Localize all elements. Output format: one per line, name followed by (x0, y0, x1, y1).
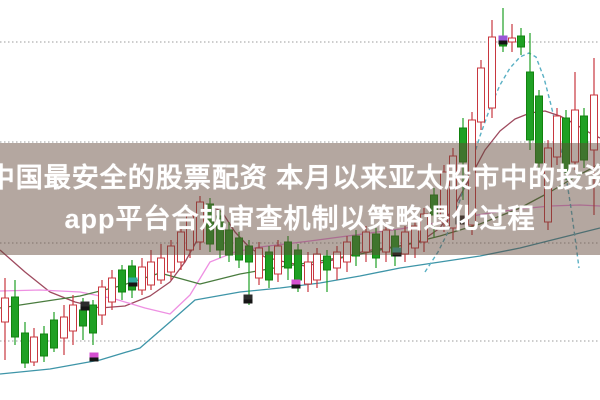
pattern-marker-cap (80, 301, 90, 307)
candle-body-up (138, 266, 146, 291)
candle-body-up (313, 253, 321, 281)
candle-body-up (440, 171, 448, 223)
candle-body-up (362, 231, 370, 253)
candle-body-up (157, 257, 165, 281)
headline-overlay: 中国最安全的股票配资 本月以来亚太股市中的投资 app平台合规审查机制以策略退化… (0, 143, 600, 255)
candle-body-up (60, 316, 68, 339)
candle-body-down (206, 203, 214, 245)
candle-body-up (477, 67, 485, 123)
candle-body-down (245, 245, 253, 263)
candle-body-up (343, 241, 351, 263)
candle-body-down (526, 71, 534, 141)
candle-body-down (79, 309, 87, 327)
candle-body-up (449, 155, 457, 229)
candle-body-down (11, 296, 19, 338)
candle-body-up (69, 304, 77, 332)
pattern-marker-cap (455, 215, 465, 221)
candle-body-down (50, 319, 58, 349)
candle-body-up (401, 231, 409, 255)
candle-body-up (255, 247, 263, 279)
candle-body-up (333, 251, 341, 269)
candle-body-up (468, 119, 476, 226)
candle-body-up (488, 36, 496, 109)
candle-body-up (30, 336, 38, 363)
candle-body-down (323, 255, 331, 271)
candle-body-down (225, 229, 233, 256)
pattern-marker-cap (291, 279, 301, 285)
candle-body-down (562, 117, 570, 173)
headline-line-1: 中国最安全的股票配资 本月以来亚太股市中的投资 (0, 162, 600, 193)
candle-body-up (108, 277, 116, 303)
candle-body-down (89, 304, 97, 334)
candle-body-up (1, 297, 9, 323)
candle-body-up (382, 229, 390, 253)
candle-body-up (508, 37, 516, 43)
candle-body-down (580, 115, 588, 161)
candle-body-up (590, 94, 598, 151)
candle-body-down (352, 235, 360, 257)
candle-body-up (167, 245, 175, 273)
candle-body-up (553, 115, 561, 158)
candle-body-down (535, 95, 543, 164)
candle-body-up (411, 225, 419, 249)
candle-body-down (40, 333, 48, 357)
candle-body-up (274, 245, 282, 275)
candle-body-up (196, 201, 204, 243)
headline-line-2: app平台合规审查机制以策略退化过程 (64, 203, 536, 234)
candle-body-down (235, 237, 243, 261)
candle-body-up (571, 109, 579, 163)
pattern-marker-cap (392, 247, 402, 253)
ma-mid-pink (0, 204, 600, 315)
candle-body-down (118, 269, 126, 293)
pattern-marker-cap (498, 35, 508, 41)
candle-body-down (430, 194, 438, 216)
candle-body-down (265, 251, 273, 281)
candle-body-down (372, 233, 380, 259)
candle-body-up (186, 215, 194, 251)
candle-body-up (177, 231, 185, 263)
candle-body-up (147, 261, 155, 286)
candle-body-down (459, 127, 467, 163)
candle-body-down (517, 35, 525, 48)
pattern-marker-cap (128, 277, 138, 283)
candle-body-down (216, 215, 224, 251)
candle-body-up (420, 213, 428, 243)
candle-body-down (284, 241, 292, 269)
pattern-marker-cap (243, 294, 253, 300)
candle-body-up (304, 261, 312, 285)
pattern-marker-cap (89, 352, 99, 358)
candle-body-up (98, 286, 106, 316)
candle-body-down (21, 332, 29, 364)
candle-body-up (544, 147, 552, 223)
